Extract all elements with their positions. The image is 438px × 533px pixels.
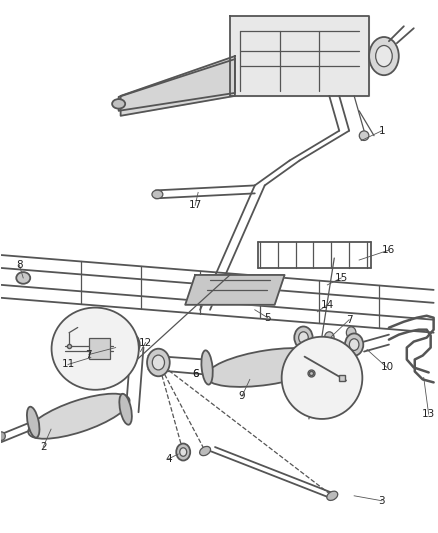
Ellipse shape xyxy=(324,332,333,343)
Text: 2: 2 xyxy=(40,442,46,452)
Ellipse shape xyxy=(125,339,135,350)
Text: 16: 16 xyxy=(381,245,395,255)
Ellipse shape xyxy=(349,339,358,350)
Ellipse shape xyxy=(323,342,334,377)
Text: 11: 11 xyxy=(61,359,74,369)
Polygon shape xyxy=(120,56,234,116)
Ellipse shape xyxy=(176,443,190,461)
Ellipse shape xyxy=(147,349,170,376)
Ellipse shape xyxy=(119,394,131,425)
Text: 14: 14 xyxy=(320,300,333,310)
Ellipse shape xyxy=(16,272,30,284)
Ellipse shape xyxy=(152,355,164,370)
Text: 13: 13 xyxy=(421,409,434,419)
Ellipse shape xyxy=(281,337,361,419)
Ellipse shape xyxy=(205,348,328,387)
Ellipse shape xyxy=(293,327,312,349)
Text: 12: 12 xyxy=(138,337,152,348)
Text: 7: 7 xyxy=(85,350,92,360)
Ellipse shape xyxy=(0,432,5,440)
Ellipse shape xyxy=(28,394,129,439)
Bar xyxy=(88,338,110,359)
Text: 7: 7 xyxy=(345,314,352,325)
Text: 15: 15 xyxy=(334,273,347,283)
Ellipse shape xyxy=(298,332,307,343)
Ellipse shape xyxy=(344,334,363,356)
Ellipse shape xyxy=(368,37,398,75)
Text: 10: 10 xyxy=(379,362,392,373)
Text: 8: 8 xyxy=(16,260,22,270)
Text: 6: 6 xyxy=(191,369,198,379)
Ellipse shape xyxy=(346,327,355,338)
Ellipse shape xyxy=(199,447,210,456)
Ellipse shape xyxy=(326,491,337,500)
Text: 3: 3 xyxy=(378,496,385,506)
Text: 17: 17 xyxy=(188,200,201,211)
Ellipse shape xyxy=(112,99,125,109)
Ellipse shape xyxy=(121,334,139,356)
Ellipse shape xyxy=(358,131,368,141)
Ellipse shape xyxy=(152,190,162,199)
Ellipse shape xyxy=(375,45,391,67)
Text: 4: 4 xyxy=(165,454,171,464)
Polygon shape xyxy=(118,59,234,111)
Polygon shape xyxy=(230,17,368,96)
Ellipse shape xyxy=(27,407,39,438)
Text: 9: 9 xyxy=(238,391,244,401)
Text: 5: 5 xyxy=(264,313,270,323)
Text: 1: 1 xyxy=(378,126,385,136)
Ellipse shape xyxy=(201,350,212,385)
Polygon shape xyxy=(185,275,284,305)
Text: 6: 6 xyxy=(191,369,198,379)
Ellipse shape xyxy=(179,448,186,456)
Ellipse shape xyxy=(51,308,138,390)
